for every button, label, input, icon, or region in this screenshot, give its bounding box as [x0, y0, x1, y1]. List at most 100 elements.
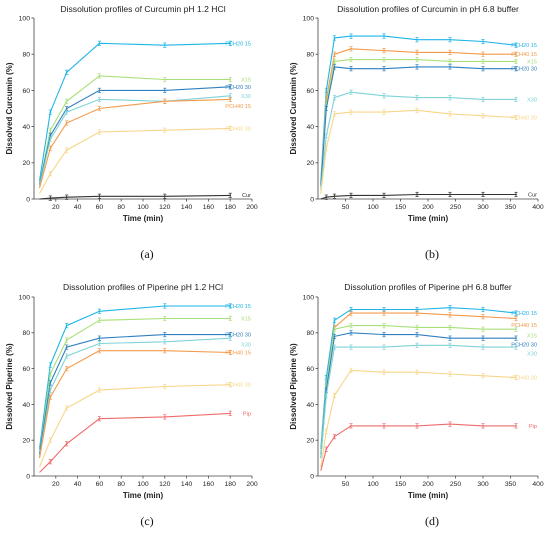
- series-x15: X15: [320, 57, 537, 185]
- data-point: [163, 89, 166, 92]
- data-point: [449, 306, 451, 309]
- panel-label: (b): [425, 247, 439, 261]
- x-tick-label: 300: [477, 481, 489, 488]
- data-point: [65, 339, 68, 341]
- series-line: [38, 350, 231, 459]
- y-tick-label: 60: [22, 366, 30, 373]
- data-point: [449, 344, 451, 347]
- chart-panel-3: Dissolution profiles of Piperine pH 6.8 …: [289, 282, 544, 528]
- data-point: [163, 100, 166, 103]
- data-point: [449, 326, 451, 329]
- data-point: [383, 58, 385, 61]
- data-point: [449, 373, 451, 375]
- series-pch40-30: PCH40 30: [320, 367, 537, 468]
- data-point: [229, 305, 232, 307]
- x-axis-label: Time (min): [123, 214, 164, 223]
- series-pch40-30: PCH40 30: [39, 125, 251, 194]
- chart-title: Dissolution profiles of Piperine pH 6.8 …: [344, 282, 512, 292]
- series-cur: Cur: [320, 191, 537, 200]
- data-point: [163, 333, 166, 336]
- y-tick-label: 20: [306, 438, 314, 445]
- chart-panel-2: Dissolution profiles of Piperine pH 1.2 …: [5, 282, 258, 528]
- data-point: [163, 44, 166, 47]
- x-tick-label: 40: [74, 481, 82, 488]
- data-point: [49, 129, 52, 132]
- series-line: [38, 86, 231, 185]
- data-point: [350, 58, 352, 61]
- series-line: [38, 337, 231, 459]
- data-point: [383, 324, 385, 327]
- data-point: [98, 319, 101, 322]
- series-label: PCH20 15: [225, 41, 251, 47]
- data-point: [449, 96, 451, 99]
- data-point: [515, 67, 517, 70]
- panel-label: (c): [140, 514, 153, 528]
- series-label: Pip: [529, 424, 537, 430]
- data-point: [515, 376, 517, 379]
- series-label: X30: [527, 97, 537, 103]
- series-line: [38, 75, 231, 185]
- data-point: [416, 424, 418, 427]
- data-point: [449, 65, 451, 68]
- x-axis-label: Time (min): [123, 491, 164, 500]
- data-point: [482, 337, 484, 340]
- data-point: [416, 312, 418, 315]
- data-point: [383, 49, 385, 52]
- x-tick-label: 200: [246, 481, 258, 488]
- data-point: [49, 382, 52, 384]
- series-label: X30: [241, 343, 251, 349]
- series-pch20-30: PCH20 30: [320, 64, 537, 187]
- x-tick-label: 200: [422, 204, 434, 211]
- data-point: [65, 346, 68, 349]
- x-tick-label: 60: [96, 481, 104, 488]
- series-line: [320, 91, 516, 190]
- y-axis-label: Dissolved Curcumin (%): [289, 62, 298, 154]
- data-point: [350, 194, 352, 197]
- series-pch20-30: PCH20 30: [320, 330, 537, 459]
- data-point: [333, 328, 336, 331]
- data-point: [482, 98, 484, 101]
- y-tick-label: 40: [306, 402, 314, 409]
- x-tick-label: 100: [137, 204, 149, 211]
- data-point: [416, 96, 418, 99]
- data-point: [98, 310, 101, 313]
- x-tick-label: 50: [342, 204, 350, 211]
- data-point: [515, 317, 517, 320]
- data-point: [98, 42, 101, 45]
- data-point: [416, 333, 418, 336]
- x-tick-label: 80: [117, 481, 125, 488]
- series-label: PCH20 30: [511, 343, 537, 349]
- series-line: [38, 317, 231, 455]
- series-label: Cur: [528, 192, 537, 198]
- x-tick-label: 140: [181, 481, 193, 488]
- data-point: [482, 53, 484, 56]
- y-tick-label: 0: [26, 196, 30, 203]
- series-label: PCH20 30: [225, 333, 251, 339]
- x-tick-label: 350: [505, 204, 517, 211]
- x-tick-label: 150: [395, 204, 407, 211]
- data-point: [65, 407, 68, 409]
- data-point: [325, 134, 328, 137]
- y-tick-label: 0: [26, 473, 30, 480]
- data-point: [449, 314, 451, 316]
- x-tick-label: 250: [450, 481, 462, 488]
- data-point: [383, 346, 385, 349]
- data-point: [163, 317, 166, 320]
- x-tick-label: 50: [342, 481, 350, 488]
- data-point: [98, 107, 101, 110]
- data-point: [416, 51, 418, 54]
- data-point: [482, 346, 484, 349]
- y-tick-label: 20: [306, 160, 314, 167]
- series-pch20-15: PCH20 15: [320, 305, 537, 450]
- data-point: [163, 78, 166, 81]
- data-point: [350, 91, 352, 94]
- panel-label: (d): [425, 514, 439, 528]
- series-label: X15: [241, 78, 251, 84]
- y-tick-label: 20: [22, 438, 30, 445]
- data-point: [229, 98, 232, 101]
- data-point: [98, 389, 101, 391]
- series-pch20-15: PCH20 15: [38, 303, 251, 450]
- data-point: [333, 435, 336, 438]
- data-point: [383, 35, 385, 37]
- data-point: [49, 389, 52, 391]
